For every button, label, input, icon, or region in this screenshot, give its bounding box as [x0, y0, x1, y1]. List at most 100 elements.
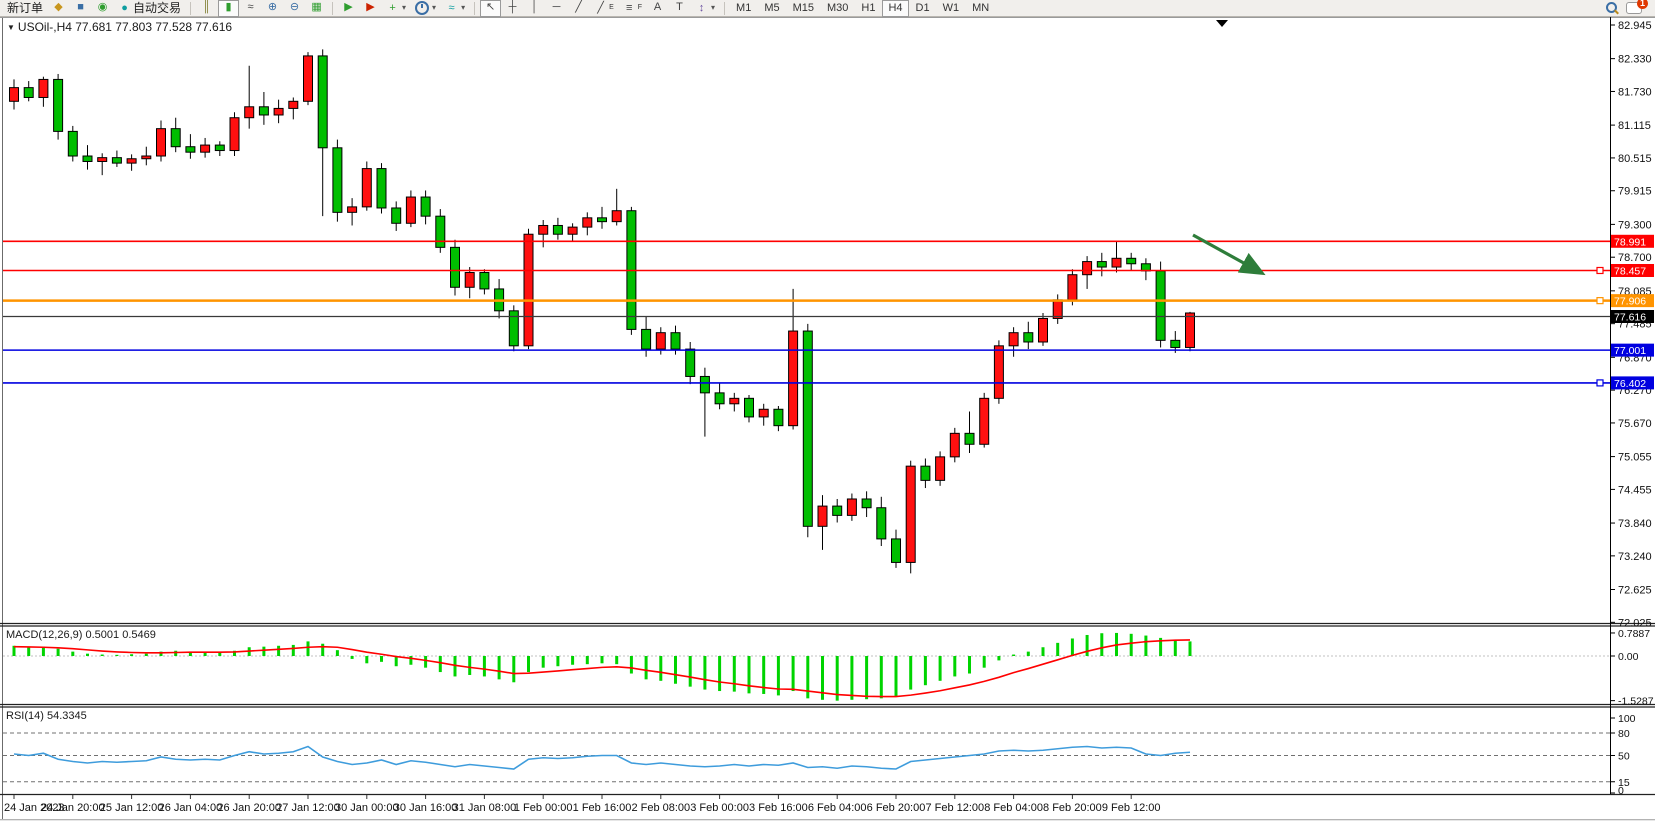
timeframe-m5[interactable]: M5 — [764, 1, 780, 14]
svg-text:75.670: 75.670 — [1618, 418, 1652, 430]
svg-text:15: 15 — [1618, 777, 1630, 789]
toolbar-separator — [474, 1, 476, 15]
vertical-line-icon[interactable]: │ — [531, 0, 539, 13]
dropdown-caret-icon: ▾ — [402, 3, 407, 12]
svg-text:77.906: 77.906 — [1614, 296, 1646, 308]
equidistant-channel-icon[interactable]: ╱ E — [590, 0, 618, 17]
macd-layer — [12, 632, 1192, 701]
svg-text:6 Feb 04:00: 6 Feb 04:00 — [808, 802, 867, 814]
svg-text:78.457: 78.457 — [1614, 265, 1646, 277]
crosshair-icon[interactable]: ┼ — [508, 0, 517, 13]
signal-icon[interactable]: ◉ — [97, 0, 108, 13]
autotrade-icon: ● — [121, 1, 128, 14]
chat-icon[interactable]: 1 — [1626, 0, 1648, 14]
svg-text:0.7887: 0.7887 — [1618, 628, 1650, 640]
svg-text:79.915: 79.915 — [1618, 186, 1652, 198]
clock-icon — [415, 1, 430, 15]
svg-text:80: 80 — [1618, 728, 1630, 740]
indicators-button[interactable]: + ▾ — [382, 0, 410, 17]
svg-text:9 Feb 12:00: 9 Feb 12:00 — [1102, 802, 1161, 814]
auto-scroll-icon[interactable]: ▶ — [344, 0, 353, 13]
dropdown-caret-icon: ▾ — [432, 3, 437, 12]
horizontal-line-icon[interactable]: ─ — [552, 0, 561, 13]
bar-chart-icon[interactable]: ║ — [202, 0, 211, 13]
autotrade-button[interactable]: ● 自动交易 — [114, 1, 185, 16]
svg-text:72.025: 72.025 — [1618, 617, 1652, 629]
timeframe-m1[interactable]: M1 — [736, 1, 752, 14]
timeframe-mn[interactable]: MN — [972, 1, 990, 14]
new-order-button[interactable]: 新订单 — [3, 1, 47, 16]
svg-text:8 Feb 20:00: 8 Feb 20:00 — [1043, 802, 1102, 814]
candlestick-chart-icon[interactable]: ▮ — [218, 0, 240, 17]
chart-shift-icon[interactable]: ▶ — [366, 0, 375, 13]
fibo-sub-label: F — [637, 4, 643, 11]
timeframe-w1[interactable]: W1 — [942, 1, 960, 14]
cursor-icon[interactable]: ↖ — [480, 0, 502, 17]
chart-window: 82.945 82.330 81.730 81.115 80.515 79.915 79.3… — [0, 17, 1655, 821]
zoom-out-icon[interactable]: ⊖ — [289, 0, 300, 13]
svg-text:77.001: 77.001 — [1614, 345, 1646, 357]
svg-text:31 Jan 08:00: 31 Jan 08:00 — [453, 802, 517, 814]
periods-button[interactable]: ▾ — [411, 0, 440, 17]
timeframe-d1[interactable]: D1 — [915, 1, 930, 14]
svg-text:1 Feb 16:00: 1 Feb 16:00 — [573, 802, 632, 814]
svg-text:24 Jan 20:00: 24 Jan 20:00 — [41, 802, 105, 814]
svg-text:82.945: 82.945 — [1618, 20, 1652, 32]
toolbar-separator — [724, 1, 726, 15]
svg-text:7 Feb 12:00: 7 Feb 12:00 — [925, 802, 984, 814]
svg-text:26 Jan 20:00: 26 Jan 20:00 — [217, 802, 281, 814]
trendline-icon[interactable]: ╱ — [575, 0, 582, 13]
svg-text:0: 0 — [1618, 785, 1624, 797]
add-indicator-icon: + — [389, 1, 396, 14]
autotrade-label: 自动交易 — [133, 1, 182, 15]
rsi-line — [13, 745, 1191, 770]
levels-layer — [3, 240, 1610, 387]
toolbar-separator — [332, 1, 334, 15]
template-chart-icon: ≈ — [448, 1, 455, 14]
candles-layer — [9, 49, 1195, 574]
zoom-in-icon[interactable]: ⊕ — [267, 0, 278, 13]
channel-glyph: ╱ — [597, 1, 604, 14]
svg-text:0.00: 0.00 — [1618, 651, 1639, 663]
label-tool-icon[interactable]: T — [676, 0, 683, 13]
svg-text:72.625: 72.625 — [1618, 585, 1652, 597]
svg-text:78.991: 78.991 — [1614, 236, 1646, 248]
chart-canvas[interactable]: 82.945 82.330 81.730 81.115 80.515 79.915 79.3… — [0, 17, 1655, 821]
svg-text:6 Feb 20:00: 6 Feb 20:00 — [867, 802, 926, 814]
timeframe-m30[interactable]: M30 — [827, 1, 849, 14]
channel-sub-label: E — [609, 4, 614, 11]
svg-text:81.115: 81.115 — [1618, 120, 1651, 132]
market-watch-icon[interactable]: ■ — [77, 0, 84, 13]
svg-text:100: 100 — [1618, 713, 1636, 725]
dropdown-caret-icon: ▾ — [711, 3, 716, 12]
line-chart-icon[interactable]: ≈ — [247, 0, 254, 13]
svg-text:77.616: 77.616 — [1614, 311, 1646, 323]
timeframe-h4[interactable]: H4 — [882, 0, 909, 17]
tile-windows-icon[interactable]: ▦ — [311, 0, 322, 13]
timeframe-h1[interactable]: H1 — [861, 1, 876, 14]
fibonacci-icon[interactable]: ≡ F — [619, 0, 646, 17]
svg-text:27 Jan 12:00: 27 Jan 12:00 — [276, 802, 340, 814]
svg-text:78.700: 78.700 — [1618, 252, 1652, 264]
svg-text:-1.5287: -1.5287 — [1618, 696, 1654, 708]
svg-text:73.240: 73.240 — [1618, 551, 1652, 563]
svg-text:79.300: 79.300 — [1618, 219, 1652, 231]
arrows-tool-icon: ↕ — [698, 1, 705, 14]
search-icon[interactable] — [1604, 1, 1618, 15]
charts-profile-icon[interactable]: ◆ — [54, 0, 63, 13]
svg-text:76.402: 76.402 — [1614, 378, 1646, 390]
svg-text:74.455: 74.455 — [1618, 484, 1652, 496]
timeframe-m15[interactable]: M15 — [792, 1, 815, 14]
svg-text:3 Feb 00:00: 3 Feb 00:00 — [690, 802, 749, 814]
svg-text:26 Jan 04:00: 26 Jan 04:00 — [159, 802, 223, 814]
arrow-annotation[interactable] — [1192, 233, 1266, 276]
arrows-tool-button[interactable]: ↕ ▾ — [691, 0, 719, 17]
svg-text:1 Feb 00:00: 1 Feb 00:00 — [514, 802, 573, 814]
text-tool-icon[interactable]: A — [653, 0, 662, 13]
svg-text:30 Jan 16:00: 30 Jan 16:00 — [394, 802, 458, 814]
toolbar-separator — [190, 1, 192, 15]
svg-text:30 Jan 00:00: 30 Jan 00:00 — [335, 802, 399, 814]
templates-button[interactable]: ≈ ▾ — [441, 0, 469, 17]
dropdown-caret-icon: ▾ — [461, 3, 466, 12]
fibo-glyph: ≡ — [626, 1, 633, 14]
